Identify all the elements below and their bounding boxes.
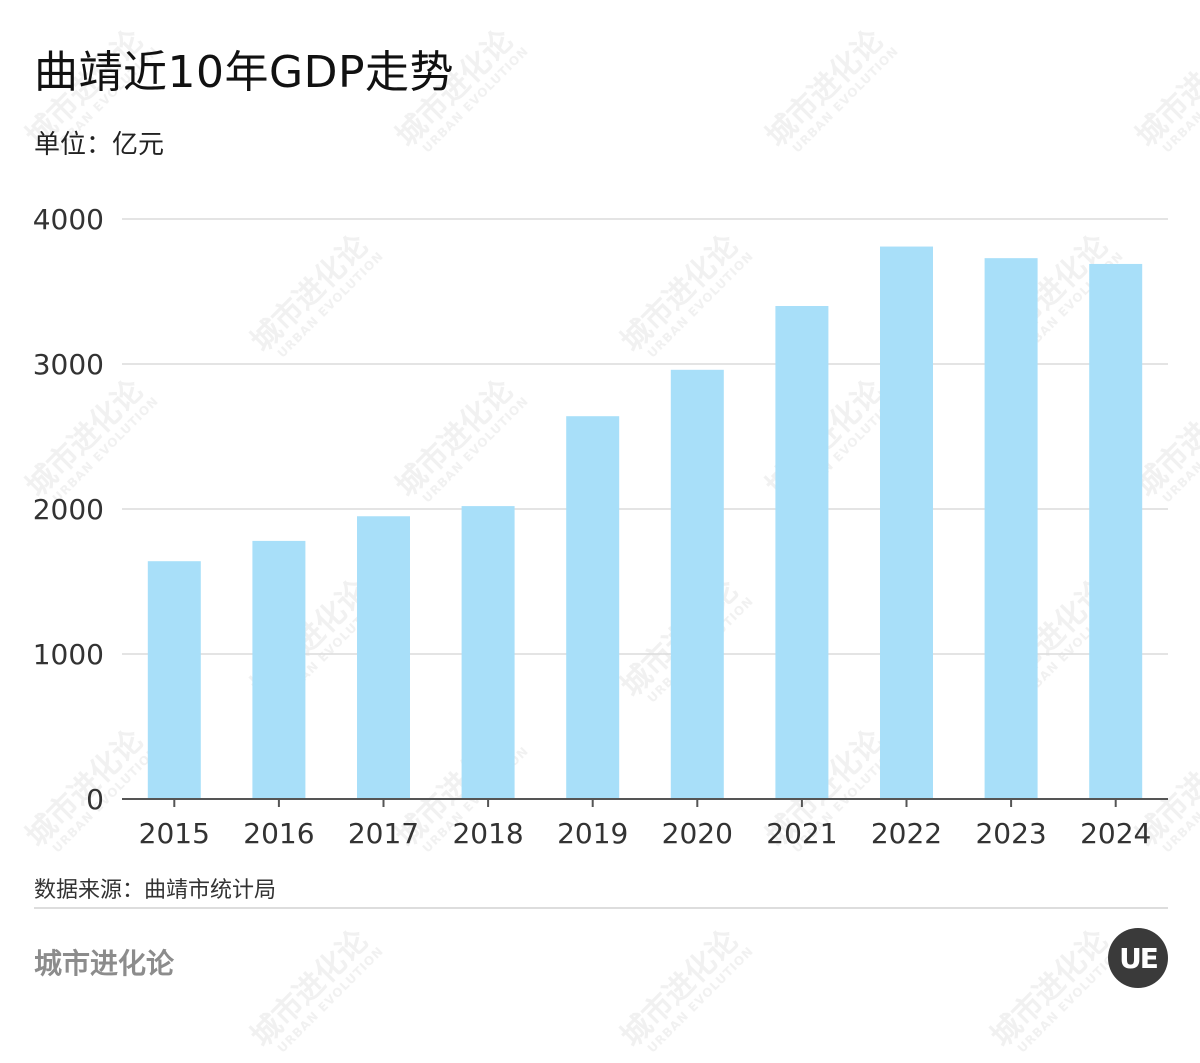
watermark-en: URBAN EVOLUTION: [274, 943, 387, 1056]
bar-2019: [566, 416, 620, 799]
x-tick-label: 2016: [243, 817, 314, 850]
bar-2015: [147, 561, 201, 799]
chart-title: 曲靖近10年GDP走势: [34, 47, 454, 98]
logo-text: UE: [1119, 941, 1159, 975]
x-tick-label: 2020: [662, 817, 733, 850]
data-source: 数据来源：曲靖市统计局: [34, 878, 277, 903]
x-tick-label: 2024: [1080, 817, 1151, 850]
watermark-en: URBAN EVOLUTION: [644, 943, 757, 1056]
bar-2016: [252, 540, 306, 799]
bar-2018: [461, 506, 515, 799]
watermark-cn: 城市进化论: [984, 923, 1116, 1055]
bar-2022: [880, 246, 933, 800]
x-tick-label: 2023: [975, 817, 1046, 850]
y-tick-label: 3000: [33, 348, 104, 381]
watermark-cn: 城市进化论: [614, 923, 746, 1055]
bar-chart: 0 1000 2000 3000 4000 2015 2016 2017 2018 2019 202…: [33, 203, 1168, 850]
y-tick-label: 2000: [33, 493, 104, 526]
bar-2020: [670, 369, 724, 799]
bar-2024: [1089, 263, 1143, 799]
brand-name: 城市进化论: [34, 947, 175, 980]
watermark-cn: 城市进化论: [244, 923, 376, 1055]
x-tick-label: 2015: [139, 817, 210, 850]
x-tick-label: 2019: [557, 817, 628, 850]
footer-divider: [34, 907, 1168, 909]
x-tick-label: 2021: [766, 817, 837, 850]
unit-label: 单位：亿元: [34, 130, 165, 160]
y-tick-label: 4000: [33, 203, 104, 236]
bar-2017: [357, 516, 410, 799]
y-tick-label: 0: [86, 783, 104, 816]
x-tick-label: 2022: [871, 817, 942, 850]
bar-2023: [984, 258, 1038, 799]
y-tick-label: 1000: [33, 638, 104, 671]
brand-logo-icon: UE: [1108, 928, 1168, 988]
bar-2021: [775, 306, 829, 799]
x-tick-label: 2017: [348, 817, 419, 850]
x-tick-label: 2018: [452, 817, 523, 850]
